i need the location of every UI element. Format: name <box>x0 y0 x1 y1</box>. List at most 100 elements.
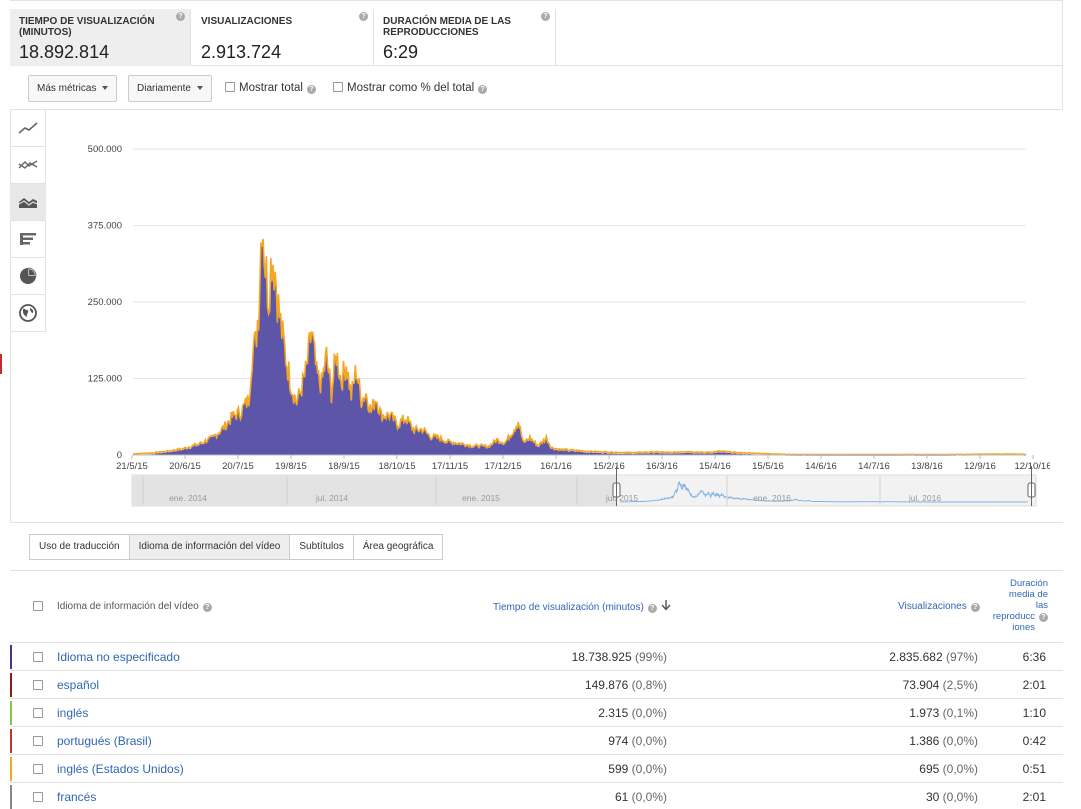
checkbox-icon[interactable] <box>225 82 235 92</box>
show-pct-total-checkbox[interactable]: Mostrar como % del total? <box>333 82 488 94</box>
watch-time-header-label: Tiempo de visualización (minutos) <box>493 602 644 613</box>
help-icon[interactable]: ? <box>478 85 488 94</box>
row-dimension-link[interactable]: español <box>57 678 100 692</box>
help-icon[interactable]: ? <box>359 12 368 21</box>
metric-card-avg-duration[interactable]: DURACIÓN MEDIA DE LAS REPRODUCCIONES 6:2… <box>374 9 556 66</box>
stacked-area-icon[interactable] <box>10 184 46 221</box>
x-tick-label: 21/5/15 <box>116 461 148 472</box>
chart-type-tabs <box>10 110 46 332</box>
navigator-label: ene. 2015 <box>462 493 500 503</box>
show-pct-total-label: Mostrar como % del total <box>347 82 475 94</box>
column-header-dimension: Idioma de información del vídeo? <box>57 601 212 612</box>
bar-chart-icon[interactable] <box>10 221 46 258</box>
navigator-label: ene. 2016 <box>753 493 791 503</box>
y-tick-label: 0 <box>117 450 122 461</box>
table-body: Idioma no especificado 18.738.925 (99%) … <box>10 643 1063 809</box>
more-metrics-label: Más métricas <box>37 83 97 94</box>
row-watch-time: 149.876 (0,8%) <box>585 678 667 692</box>
tab-subtitles[interactable]: Subtítulos <box>289 534 354 560</box>
row-checkbox[interactable] <box>33 680 43 690</box>
show-total-checkbox[interactable]: Mostrar total? <box>225 82 316 94</box>
navigator-mask-left <box>132 475 616 506</box>
row-dimension-link[interactable]: inglés (Estados Unidos) <box>57 762 184 776</box>
x-tick-label: 16/3/16 <box>646 461 678 472</box>
navigator-labels: ene. 2014 jul. 2014 ene. 2015 jul. 2015 ene.… <box>142 476 941 505</box>
chart-left-border <box>10 110 11 522</box>
tab-translation-use[interactable]: Uso de traducción <box>29 534 130 560</box>
avg-duration-header-line: media de <box>1008 589 1048 600</box>
tab-geography[interactable]: Área geográfica <box>352 534 444 560</box>
chevron-down-icon <box>102 86 109 91</box>
watch-time-pct: (0,8%) <box>631 678 667 692</box>
column-header-watch-time[interactable]: Tiempo de visualización (minutos)? <box>493 600 671 613</box>
row-checkbox[interactable] <box>33 708 43 718</box>
row-avg-duration: 2:01 <box>1022 790 1046 804</box>
watch-time-area-chart: 500.000 375.000 250.000 125.000 0 21/5/15 20/… <box>88 144 1050 507</box>
x-tick-label: 12/9/16 <box>964 461 996 472</box>
x-tick-label: 17/11/15 <box>432 461 468 472</box>
help-icon[interactable]: ? <box>202 603 212 612</box>
views-value: 2.835.682 <box>889 650 943 664</box>
x-tick-label: 17/12/15 <box>485 461 522 472</box>
row-color-marker <box>10 729 12 753</box>
views-pct: (0,1%) <box>942 706 978 720</box>
row-dimension-link[interactable]: portugués (Brasil) <box>57 734 152 748</box>
sort-desc-icon <box>661 600 671 611</box>
row-checkbox[interactable] <box>33 652 43 662</box>
pie-chart-icon[interactable] <box>10 258 46 295</box>
metric-value: 18.892.814 <box>19 42 110 62</box>
multiline-chart-icon[interactable] <box>10 147 46 184</box>
help-icon[interactable]: ? <box>541 12 550 21</box>
navigator-series-line <box>620 481 1029 503</box>
x-axis: 21/5/15 20/6/15 20/7/15 19/8/15 18/9/15 18/10… <box>116 454 1050 472</box>
metric-value: 6:29 <box>383 42 419 62</box>
granularity-dropdown[interactable]: Diariamente <box>128 75 212 102</box>
help-icon[interactable]: ? <box>176 12 185 21</box>
row-color-marker <box>10 701 12 725</box>
help-icon[interactable]: ? <box>970 603 980 612</box>
dimension-tabs: Uso de traducción Idioma de información … <box>29 534 444 560</box>
watch-time-value: 2.315 <box>598 706 629 720</box>
metric-card-watch-time[interactable]: TIEMPO DE VISUALIZACIÓN (MINUTOS) 18.892… <box>10 9 191 66</box>
row-views: 1.386 (0,0%) <box>909 734 978 748</box>
views-value: 73.904 <box>902 678 940 692</box>
metric-title: VISUALIZACIONES <box>201 16 293 27</box>
views-value: 695 <box>919 762 940 776</box>
column-header-views[interactable]: Visualizaciones? <box>898 601 980 612</box>
checkbox-icon[interactable] <box>333 82 343 92</box>
row-dimension-link[interactable]: inglés <box>57 706 89 720</box>
x-tick-label: 18/9/15 <box>328 461 360 472</box>
more-metrics-button[interactable]: Más métricas <box>28 75 118 102</box>
column-header-avg-duration[interactable]: Duración media de las reproducc? iones <box>978 578 1048 633</box>
chevron-down-icon <box>196 86 203 91</box>
views-header-label: Visualizaciones <box>898 601 967 612</box>
select-all-checkbox[interactable] <box>33 601 43 611</box>
avg-duration-header-line: Duración <box>1009 578 1048 589</box>
views-pct: (0,0%) <box>942 734 978 748</box>
row-views: 695 (0,0%) <box>919 762 978 776</box>
row-avg-duration: 2:01 <box>1022 678 1046 692</box>
row-checkbox[interactable] <box>33 764 43 774</box>
row-dimension-link[interactable]: francés <box>57 790 97 804</box>
x-tick-label: 19/8/15 <box>275 461 307 472</box>
line-chart-icon[interactable] <box>10 110 46 147</box>
table-row: inglés 2.315 (0,0%) 1.973 (0,1%) 1:10 <box>10 699 1063 727</box>
metric-card-views[interactable]: VISUALIZACIONES 2.913.724 ? <box>192 9 374 66</box>
row-watch-time: 18.738.925 (99%) <box>572 650 667 664</box>
globe-icon[interactable] <box>10 295 46 332</box>
range-navigator[interactable]: ene. 2014 jul. 2014 ene. 2015 jul. 2015 ene.… <box>131 466 1037 507</box>
help-icon[interactable]: ? <box>1039 613 1048 622</box>
help-icon[interactable]: ? <box>306 85 316 94</box>
row-dimension-link[interactable]: Idioma no especificado <box>57 650 180 664</box>
help-icon[interactable]: ? <box>647 604 657 613</box>
views-value: 1.973 <box>909 706 940 720</box>
row-views: 73.904 (2,5%) <box>903 678 978 692</box>
tab-video-info-language[interactable]: Idioma de información del vídeo <box>128 534 291 560</box>
row-checkbox[interactable] <box>33 792 43 802</box>
watch-time-pct: (0,0%) <box>631 734 667 748</box>
row-checkbox[interactable] <box>33 736 43 746</box>
views-value: 1.386 <box>909 734 940 748</box>
show-total-label: Mostrar total <box>239 82 303 94</box>
x-tick-label: 15/4/16 <box>699 461 731 472</box>
metric-value: 2.913.724 <box>201 42 282 62</box>
